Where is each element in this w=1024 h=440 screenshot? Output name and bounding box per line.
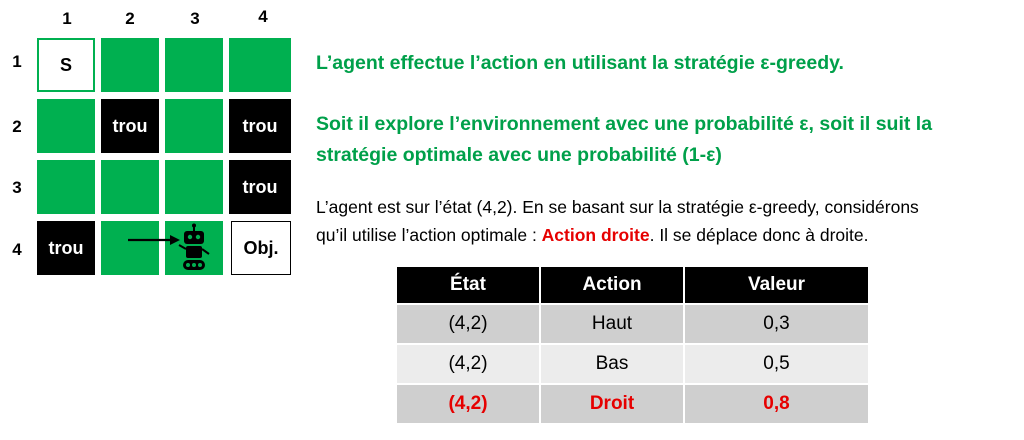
- header-state: État: [397, 267, 539, 303]
- grid-cell: [101, 160, 159, 214]
- col-label-1: 1: [62, 9, 72, 28]
- grid-cell: [229, 38, 291, 92]
- table-row-selected: (4,2) Droit 0,8: [397, 385, 868, 423]
- cell-state: (4,2): [397, 385, 539, 423]
- row-label-1: 1: [12, 52, 22, 71]
- table-row: (4,2) Haut 0,3: [397, 305, 868, 343]
- row-label-2: 2: [12, 117, 22, 136]
- row-label-4: 4: [12, 240, 22, 259]
- grid-cell: [101, 221, 159, 275]
- grid-cell-hole: trou: [229, 160, 291, 214]
- body-line-2-suffix: . Il se déplace donc à droite.: [649, 225, 869, 245]
- arrow-right-icon: [128, 235, 180, 245]
- grid-cell: [165, 99, 223, 153]
- grid-cell: [165, 38, 223, 92]
- body-line-1: L’agent est sur l’état (4,2). En se basa…: [316, 197, 919, 217]
- cell-value: 0,3: [685, 305, 868, 343]
- row-label-3: 3: [12, 178, 22, 197]
- table-header-row: État Action Valeur: [397, 267, 868, 303]
- col-label-4: 4: [258, 7, 268, 26]
- body-line-2: qu’il utilise l’action optimale : Action…: [316, 221, 868, 249]
- cell-action: Bas: [541, 345, 683, 383]
- grid-cell: [37, 160, 95, 214]
- grid-cell-goal: Obj.: [231, 221, 291, 275]
- cell-action: Droit: [541, 385, 683, 423]
- grid-cell: [37, 99, 95, 153]
- headline-line-1: L’agent effectue l’action en utilisant l…: [316, 52, 844, 74]
- cell-value: 0,8: [685, 385, 868, 423]
- cell-state: (4,2): [397, 305, 539, 343]
- col-label-3: 3: [190, 9, 200, 28]
- robot-icon: [178, 223, 210, 270]
- grid-cell: [165, 160, 223, 214]
- body-line-2-highlight: Action droite: [541, 225, 650, 245]
- header-value: Valeur: [685, 267, 868, 303]
- cell-value: 0,5: [685, 345, 868, 383]
- cell-action: Haut: [541, 305, 683, 343]
- table-row: (4,2) Bas 0,5: [397, 345, 868, 383]
- cell-state: (4,2): [397, 345, 539, 383]
- body-line-2-prefix: qu’il utilise l’action optimale :: [316, 225, 542, 245]
- headline-line-2a: Soit il explore l’environnement avec une…: [316, 113, 933, 135]
- grid-cell-hole: trou: [101, 99, 159, 153]
- grid-cell: [101, 38, 159, 92]
- q-value-table: État Action Valeur (4,2) Haut 0,3 (4,2) …: [395, 265, 870, 425]
- grid-cell-agent: [165, 221, 223, 275]
- col-label-2: 2: [125, 9, 135, 28]
- grid-cell-hole: trou: [229, 99, 291, 153]
- headline-line-2b: stratégie optimale avec une probabilité …: [316, 144, 722, 166]
- grid-cell-hole: trou: [37, 221, 95, 275]
- header-action: Action: [541, 267, 683, 303]
- grid-cell-start: S: [37, 38, 95, 92]
